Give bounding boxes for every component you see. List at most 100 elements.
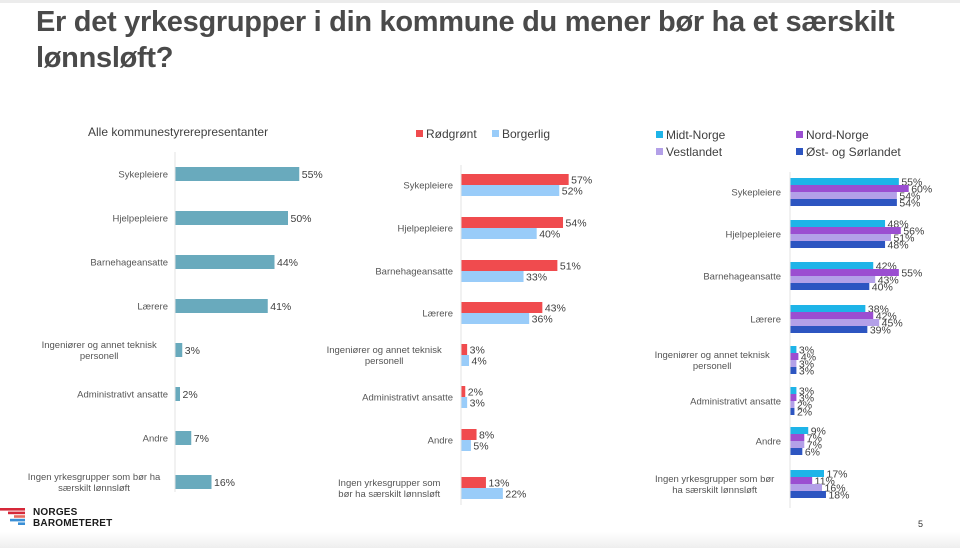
data-label-borgerlig: 52% [562,185,583,197]
bar-vestlandet [790,276,876,283]
data-label-rodgront: 51% [560,260,581,272]
bar-borgerlig [461,228,537,239]
bar-rodgront [461,386,466,397]
category-label: Ingen yrkesgrupper som bør ha særskilt lø… [655,474,774,496]
category-label-line: Hjelpepleiere [113,214,168,225]
bar-all [175,211,288,225]
data-label-nord_norge: 56% [903,225,924,237]
bar-ost_sorlandet [790,283,870,290]
category-label-line: Ingeniører og annet teknisk [42,340,157,351]
category-label: Ingen yrkesgrupper som bør ha særskilt lø… [338,478,441,500]
category-label-line: bør ha særskilt lønnsløft [338,489,440,500]
bar-ost_sorlandet [790,408,795,415]
category-label: Sykepleiere [403,181,453,192]
category-label-line: Hjelpepleiere [398,224,453,235]
bar-ost_sorlandet [790,199,897,206]
bar-nord_norge [790,353,799,360]
bar-vestlandet [790,360,797,367]
category-label-line: Barnehageansatte [90,258,168,269]
bar-nord_norge [790,477,813,484]
legend-swatch-borgerlig [492,130,499,137]
bar-all [175,343,183,357]
bar-midt_norge [790,220,886,227]
data-label-vestlandet: 7% [807,439,822,451]
bar-rodgront [461,429,477,440]
category-label-line: Lærere [750,315,781,326]
bar-all [175,475,212,489]
category-label-line: Administrativt ansatte [77,390,168,401]
legend-swatch-midt_norge [656,131,663,138]
data-label-all: 2% [183,389,198,401]
bar-nord_norge [790,312,874,319]
bar-borgerlig [461,397,468,408]
data-label-ost_sorlandet: 39% [870,324,891,336]
category-label: Hjelpepleiere [726,230,781,241]
data-label-vestlandet: 45% [882,317,903,329]
category-label-line: Andre [756,437,781,448]
bar-rodgront [461,302,543,313]
chart-title: Alle kommunestyrerepresentanter [88,125,268,139]
category-label: Andre [143,434,168,445]
data-label-borgerlig: 4% [472,355,487,367]
data-label-vestlandet: 3% [799,358,814,370]
bar-midt_norge [790,178,899,185]
category-label-line: ha særskilt lønnsløft [672,485,757,496]
bar-borgerlig [461,313,530,324]
category-label-line: Ingen yrkesgrupper som bør [655,474,774,485]
category-label: Lærere [137,302,168,313]
category-label: Ingeniører og annet teknisk personell [327,345,442,367]
bar-midt_norge [790,262,874,269]
data-label-rodgront: 3% [470,344,485,356]
category-label-line: Lærere [422,309,453,320]
bar-nord_norge [790,269,899,276]
category-label: Sykepleiere [731,188,781,199]
category-label-line: personell [693,361,732,372]
category-label: Ingeniører og annet teknisk personell [42,340,157,362]
category-label-line: Ingeniører og annet teknisk [327,345,442,356]
category-label-line: Ingen yrkesgrupper som bør ha [28,472,161,483]
bar-rodgront [461,260,558,271]
data-label-ost_sorlandet: 3% [799,365,814,377]
data-label-ost_sorlandet: 54% [899,197,920,209]
bar-all [175,431,192,445]
legend-swatch-ost_sorlandet [796,148,803,155]
data-label-vestlandet: 16% [825,482,846,494]
data-label-vestlandet: 51% [893,232,914,244]
category-label: Lærere [750,315,781,326]
data-label-rodgront: 2% [468,386,483,398]
data-label-nord_norge: 7% [807,432,822,444]
bar-borgerlig [461,488,503,499]
legend-swatch-rodgront [416,130,423,137]
data-label-borgerlig: 33% [526,271,547,283]
category-label-line: Sykepleiere [731,188,781,199]
data-label-ost_sorlandet: 48% [888,239,909,251]
bar-nord_norge [790,394,797,401]
data-label-all: 55% [302,169,323,181]
bar-vestlandet [790,401,795,408]
data-label-rodgront: 43% [545,302,566,314]
logo-text: NORGES BAROMETERET [33,507,112,529]
category-label: Sykepleiere [118,170,168,181]
bar-vestlandet [790,319,880,326]
category-label-line: Administrativt ansatte [690,397,781,408]
category-label-line: Andre [428,436,453,447]
category-label-line: Sykepleiere [118,170,168,181]
category-label: Barnehageansatte [90,258,168,269]
bar-vestlandet [790,441,805,448]
data-label-vestlandet: 54% [899,190,920,202]
data-label-rodgront: 54% [566,217,587,229]
bar-all [175,299,268,313]
category-label: Andre [756,437,781,448]
legend-label-midt_norge: Midt-Norge [666,128,726,142]
bar-ost_sorlandet [790,448,803,455]
bar-ost_sorlandet [790,491,826,498]
category-label-line: personell [80,351,119,362]
legend-label-vestlandet: Vestlandet [666,145,723,159]
top-border [0,0,960,3]
bar-all [175,387,180,401]
bar-rodgront [461,344,468,355]
data-label-all: 50% [291,213,312,225]
category-label: Administrativt ansatte [690,397,781,408]
category-label: Barnehageansatte [703,272,781,283]
